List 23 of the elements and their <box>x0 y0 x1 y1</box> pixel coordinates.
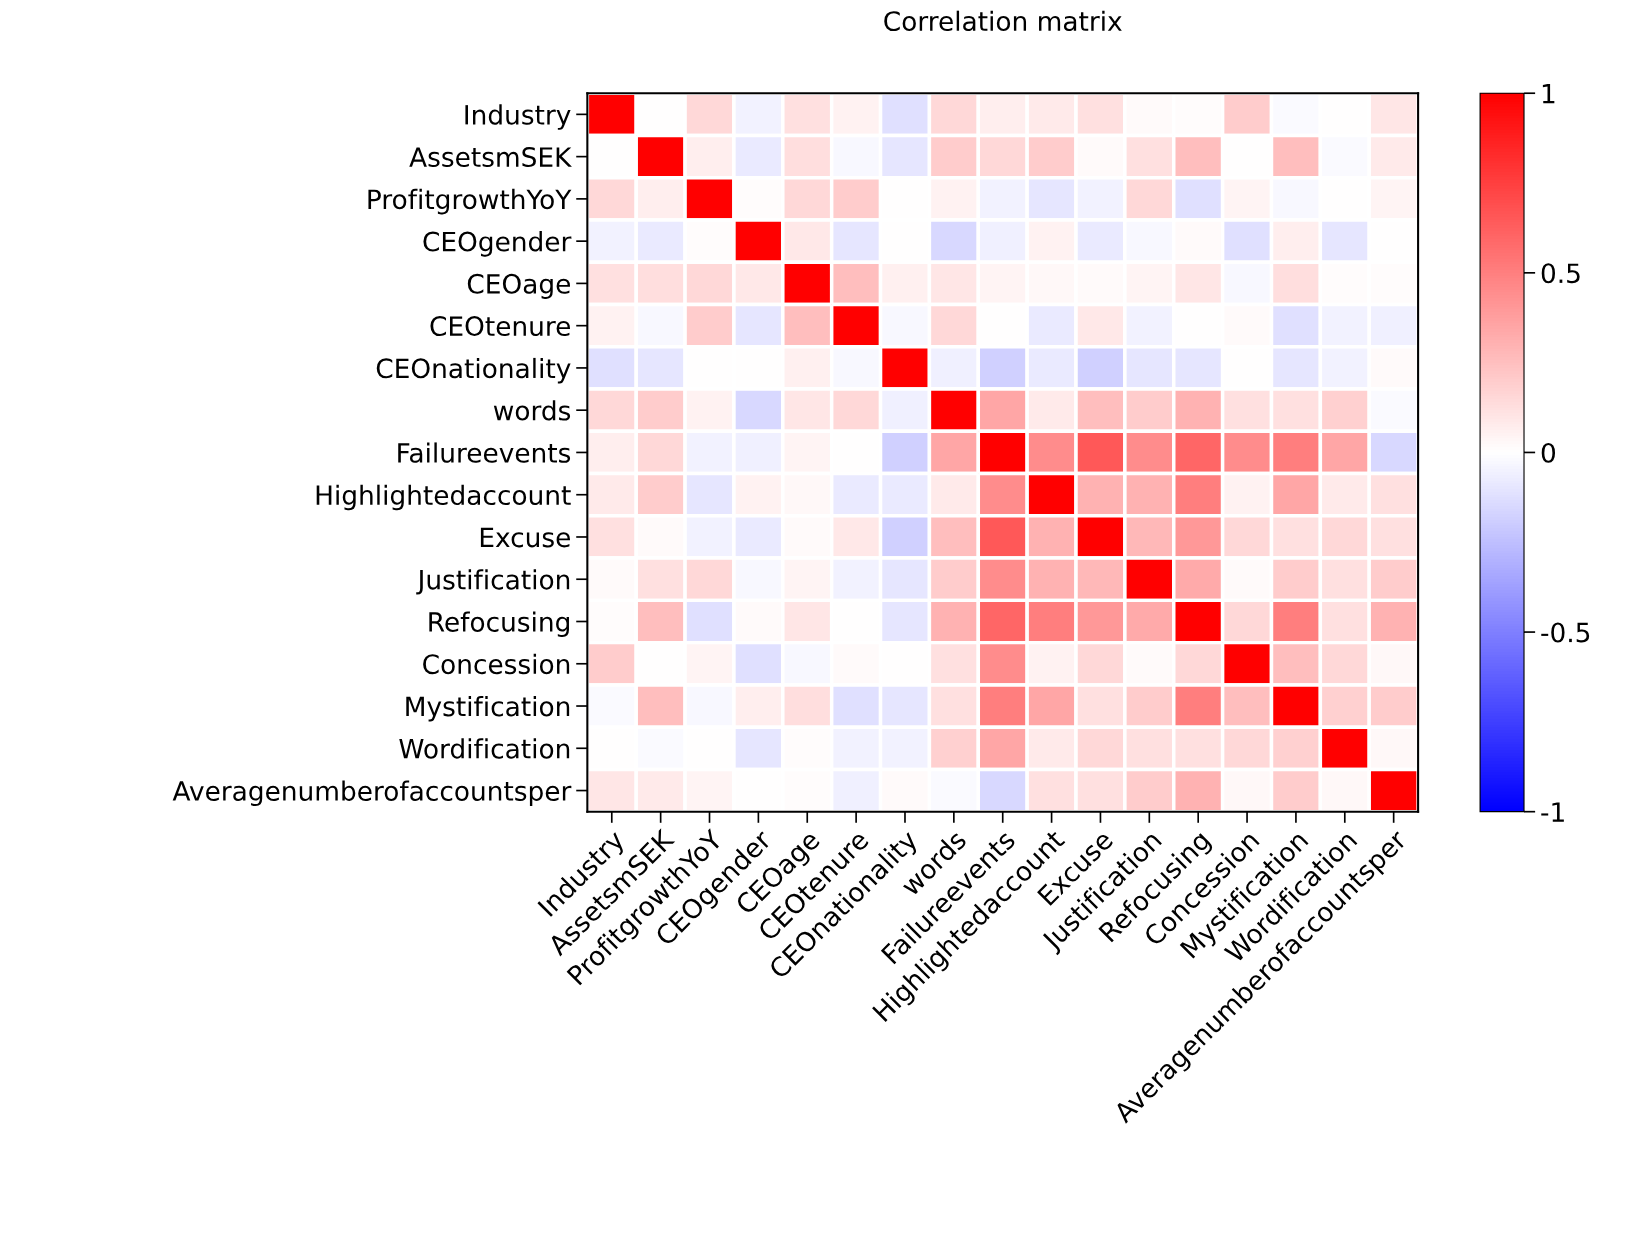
y-tick-label: AssetsmSEK <box>409 147 572 168</box>
y-tick-label: Highlightedaccount <box>316 484 571 511</box>
chart-title: Correlation matrix <box>884 10 1122 32</box>
y-tick-label: ProfitgrowthYoY <box>368 188 572 215</box>
y-tick-label: CEOtenure <box>430 316 570 337</box>
y-tick-label: Justification <box>416 569 570 595</box>
color-bar-label: 1 <box>1542 84 1555 104</box>
color-bar-label: -0.5 <box>1541 622 1590 643</box>
color-bar-label: 0 <box>1541 442 1556 463</box>
y-tick-label: Wordification <box>399 738 570 759</box>
y-tick-label: Concession <box>423 653 570 675</box>
color-bar-label: 0.5 <box>1541 263 1580 284</box>
y-tick-label: CEOnationality <box>376 357 571 384</box>
y-tick-label: Refocusing <box>429 611 569 638</box>
y-tick-label: CEOgender <box>423 231 572 257</box>
y-tick-label: words <box>493 400 571 421</box>
y-tick-label: CEOage <box>467 273 570 299</box>
y-tick-label: Excuse <box>480 527 570 548</box>
y-tick-label: Mystification <box>406 696 570 722</box>
y-tick-label: Averagenumberofaccountsper <box>172 780 572 807</box>
y-tick-label: Industry <box>465 104 571 130</box>
y-tick-label: Failureevents <box>398 442 571 463</box>
color-bar-label: -1 <box>1541 802 1564 822</box>
